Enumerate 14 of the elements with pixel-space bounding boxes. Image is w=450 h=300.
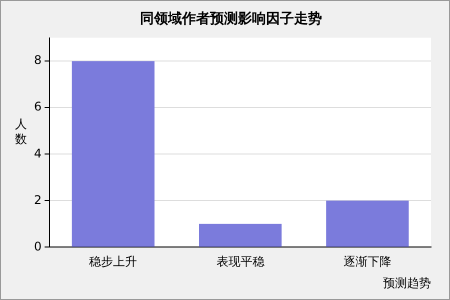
- y-axis-title: 人数: [15, 117, 28, 147]
- y-tick-label: 4: [34, 146, 42, 160]
- x-tick-label: 稳步上升: [89, 254, 138, 269]
- y-tick-label: 2: [34, 192, 42, 207]
- x-axis-title: 预测趋势: [383, 276, 431, 290]
- x-tick-label: 表现平稳: [216, 254, 264, 269]
- chart-title: 同领域作者预测影响因子走势: [140, 11, 322, 28]
- y-tick-label: 8: [34, 53, 42, 68]
- y-tick-label: 6: [34, 100, 42, 114]
- y-tick-label: 0: [34, 239, 42, 254]
- bar: [72, 61, 155, 247]
- x-tick-label: 逐渐下降: [343, 254, 392, 269]
- bar: [199, 224, 282, 247]
- bar: [326, 200, 409, 247]
